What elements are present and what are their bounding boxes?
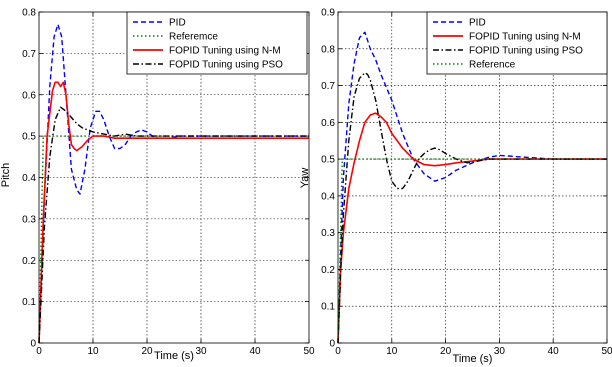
y-tick-label: 0.1 [321,302,335,313]
series-line-pid [38,23,309,344]
y-tick-label: 0.8 [321,44,335,55]
y-tick-label: 0.7 [321,81,335,92]
legend-label-referemce: Referemce [169,32,218,43]
x-tick-label: 50 [303,346,315,357]
legend-label-fopid-tuning-using-n-m: FOPID Tuning using N-M [469,32,581,43]
x-axis-label: Time (s) [154,350,194,362]
x-tick-label: 30 [195,346,207,357]
x-tick-label: 40 [249,346,261,357]
y-tick-label: 0.5 [321,155,335,166]
legend: PID Referemce FOPID Tuning using N-M FOPID … [126,11,308,75]
legend-label-fopid-tuning-using-n-m: FOPID Tuning using N-M [169,46,281,57]
y-tick-label: 0.4 [22,173,36,184]
y-axis-label: Pitch [0,163,12,187]
y-tick-label: 0.2 [321,265,335,276]
y-tick-label: 0 [329,339,335,350]
y-tick-label: 0.5 [22,132,36,143]
series-line-fopid-tuning-using-pso [38,106,309,344]
series-line-pid [337,31,607,344]
series-line-referemce [38,135,309,344]
y-tick-label: 0.8 [22,8,36,19]
x-tick-label: 20 [141,346,153,357]
y-tick-label: 0.9 [321,8,335,19]
legend-label-fopid-tuning-using-pso: FOPID Tuning using PSO [469,46,583,57]
y-tick-label: 0 [30,339,36,350]
x-tick-label: 30 [494,346,506,357]
x-tick-label: 10 [386,346,398,357]
legend: PID FOPID Tuning using N-M FOPID Tuning us… [426,11,608,75]
y-tick-label: 0.3 [22,214,36,225]
y-tick-label: 0.2 [22,256,36,267]
x-axis-label: Time (s) [453,353,493,365]
series-line-fopid-tuning-using-n-m [38,81,309,344]
y-tick-label: 0.3 [321,228,335,239]
y-axis-label: Yaw [299,168,311,189]
legend-label-pid: PID [469,18,486,29]
x-tick-label: 40 [548,346,560,357]
legend-label-reference: Reference [469,60,516,71]
series-line-reference [337,158,607,344]
x-tick-label: 50 [601,346,612,357]
legend-label-fopid-tuning-using-pso: FOPID Tuning using PSO [169,60,283,71]
x-tick-label: 20 [440,346,452,357]
y-tick-label: 0.6 [321,118,335,129]
y-tick-label: 0.4 [321,191,335,202]
y-tick-label: 0.7 [22,49,36,60]
legend-label-pid: PID [169,18,186,29]
y-tick-label: 0.1 [22,297,36,308]
x-tick-label: 0 [335,346,341,357]
yaw-chart: 0 10 20 30 40 50 0 0.1 0.2 0.3 0.4 0.5 0.6 0.7 0.8 0.9 T… [299,8,612,366]
x-tick-label: 10 [87,346,99,357]
pitch-chart: 0 10 20 30 40 50 0 0.1 0.2 0.3 0.4 0.5 0.6 0.7 0.8 Time… [0,8,315,363]
x-tick-label: 0 [36,346,42,357]
y-tick-label: 0.6 [22,90,36,101]
series-line-fopid-tuning-using-pso [337,71,607,344]
